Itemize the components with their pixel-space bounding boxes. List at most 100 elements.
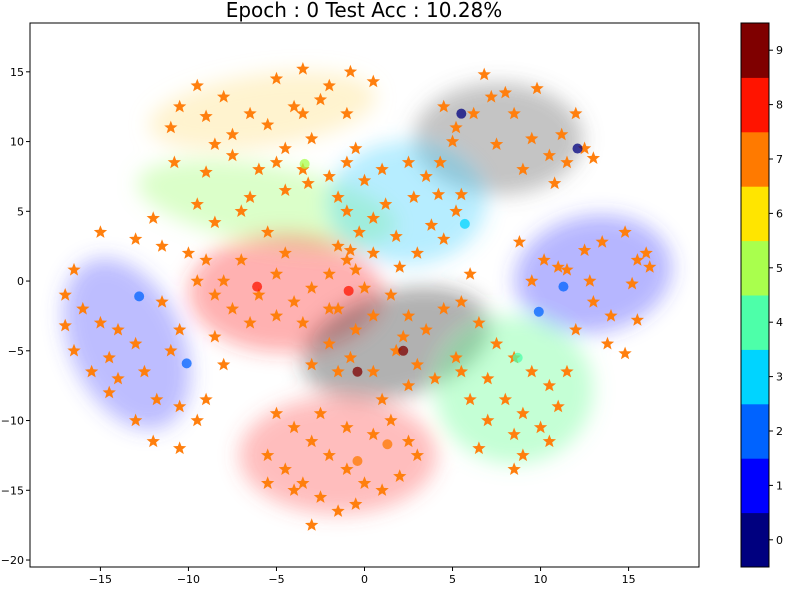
y-tick-label: −5: [8, 345, 24, 358]
colorbar-tick-label: 7: [776, 153, 783, 166]
star-marker: [199, 392, 213, 406]
star-marker: [463, 267, 477, 280]
chart-title: Epoch : 0 Test Acc : 10.28%: [226, 0, 503, 22]
star-marker: [618, 346, 632, 360]
star-marker: [454, 295, 468, 308]
star-marker: [164, 343, 178, 357]
star-marker: [129, 336, 143, 350]
star-marker: [190, 413, 204, 427]
star-marker: [301, 176, 315, 190]
star-marker: [507, 106, 521, 120]
star-marker: [76, 301, 90, 315]
star-marker: [366, 74, 380, 88]
star-marker: [146, 434, 160, 448]
star-marker: [516, 448, 530, 462]
colorbar-segment-0: [741, 512, 769, 568]
star-marker: [454, 187, 468, 201]
star-marker: [93, 225, 108, 238]
star-marker: [484, 89, 498, 103]
star-marker: [569, 322, 583, 336]
star-marker: [401, 308, 416, 322]
x-tick-label: 10: [534, 573, 548, 586]
star-marker: [296, 106, 310, 120]
star-marker: [261, 476, 275, 489]
star-marker: [618, 225, 632, 238]
star-marker: [313, 92, 328, 106]
star-marker: [366, 364, 380, 378]
star-marker: [155, 295, 169, 308]
star-marker: [467, 106, 481, 120]
star-marker: [269, 308, 284, 322]
star-marker: [340, 253, 354, 266]
star-marker: [396, 329, 410, 343]
star-marker: [463, 392, 477, 406]
star-marker: [639, 246, 653, 259]
star-marker: [410, 246, 424, 259]
star-marker: [379, 197, 393, 210]
star-marker: [349, 141, 363, 155]
colorbar-segment-3: [741, 349, 769, 405]
star-marker: [384, 288, 398, 301]
star-marker: [560, 364, 574, 378]
star-marker: [389, 229, 403, 243]
star-marker: [604, 308, 618, 322]
star-marker: [287, 295, 301, 308]
star-marker: [67, 262, 81, 276]
star-marker: [454, 364, 468, 378]
star-marker: [586, 295, 600, 308]
star-marker: [58, 288, 72, 301]
star-marker: [278, 246, 292, 259]
star-marker: [85, 364, 99, 378]
colorbar-segment-7: [741, 131, 769, 187]
dot-marker-9: [398, 345, 409, 356]
y-tick-label: −15: [1, 484, 24, 497]
star-marker: [401, 155, 416, 169]
star-marker: [551, 260, 565, 273]
y-tick-label: −20: [1, 554, 24, 567]
star-marker: [630, 253, 644, 266]
star-marker: [322, 336, 336, 350]
y-tick-label: 5: [17, 205, 24, 218]
star-marker: [296, 162, 310, 176]
dot-marker-4: [512, 352, 523, 363]
star-marker: [489, 137, 504, 150]
colorbar: 0 1 2 3 4 5 6 7 8 9: [740, 22, 783, 568]
colorbar-segment-6: [741, 186, 769, 242]
star-marker: [208, 329, 222, 343]
star-marker: [167, 155, 181, 169]
star-marker: [424, 218, 439, 231]
star-marker: [199, 109, 213, 123]
star-marker: [542, 148, 556, 162]
y-tick-label: −10: [1, 415, 24, 428]
star-marker: [208, 137, 222, 150]
star-marker: [366, 246, 380, 259]
star-marker: [512, 235, 527, 248]
star-marker: [340, 420, 354, 434]
star-marker: [577, 141, 592, 155]
dot-marker-2: [134, 291, 145, 302]
star-marker: [137, 364, 152, 378]
star-marker: [164, 120, 178, 134]
star-marker: [225, 127, 240, 141]
star-marker: [445, 134, 460, 148]
star-marker: [269, 71, 284, 85]
star-marker: [278, 141, 292, 155]
star-marker: [150, 392, 164, 406]
star-marker: [208, 288, 222, 301]
star-marker: [322, 267, 336, 280]
star-marker: [577, 243, 592, 256]
star-marker: [322, 301, 336, 315]
y-tick-label: 0: [17, 275, 24, 288]
dot-marker-8: [252, 281, 263, 292]
star-marker: [357, 173, 372, 187]
star-marker: [305, 281, 319, 294]
star-marker: [217, 357, 231, 371]
star-marker: [375, 162, 389, 176]
dot-marker-5: [299, 158, 310, 169]
star-marker: [287, 99, 301, 113]
star-marker: [190, 197, 204, 210]
star-marker: [243, 315, 257, 329]
star-marker: [331, 364, 345, 378]
colorbar-tick-label: 9: [776, 44, 783, 57]
